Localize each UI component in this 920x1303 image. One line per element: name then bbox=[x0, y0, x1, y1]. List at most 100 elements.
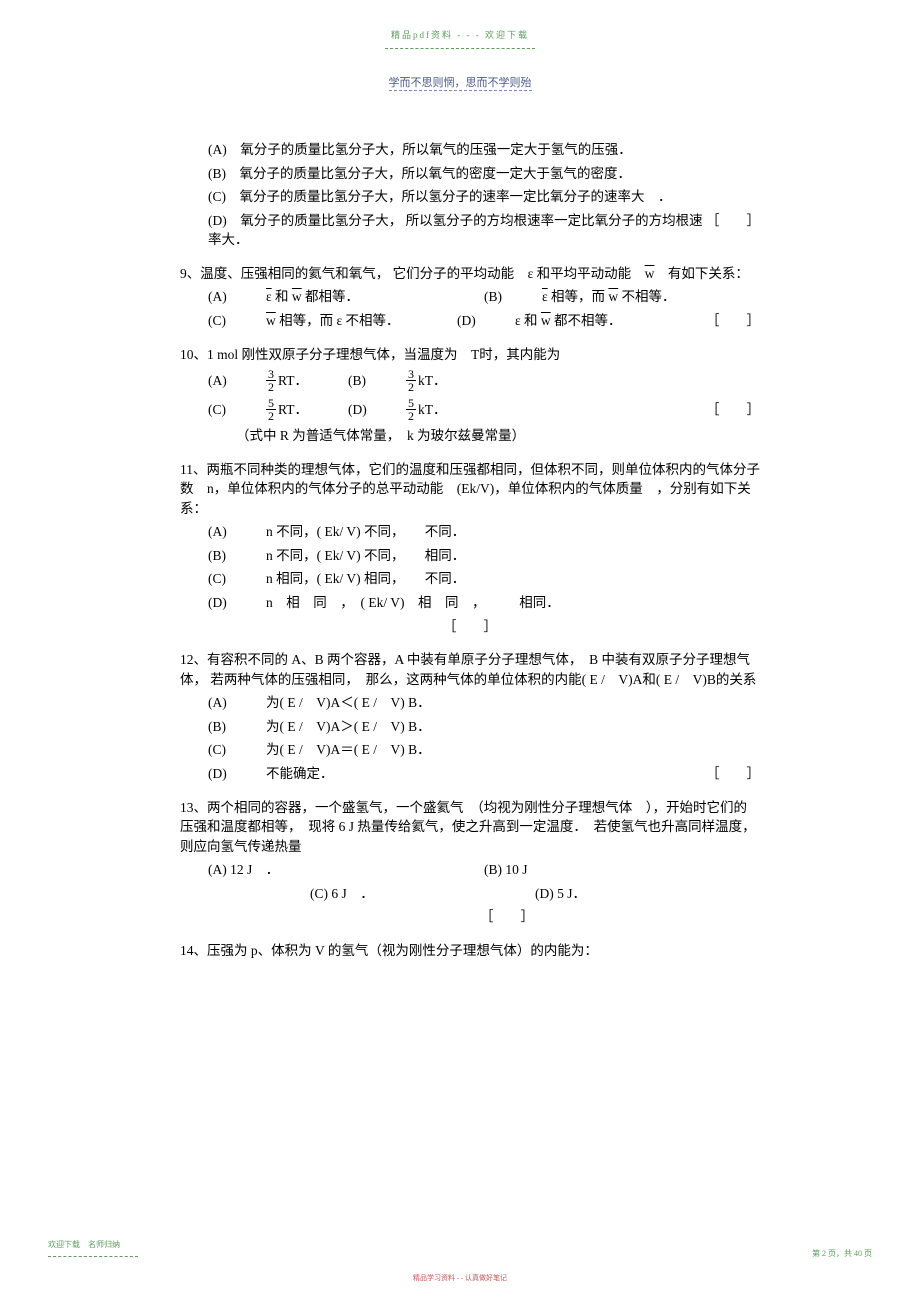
q9-row1: (A) ε 和 w 都相等． (B) ε 相等，而 w 不相等． bbox=[180, 287, 760, 307]
q12-a: (A)为( E / V)A＜( E / V) B． bbox=[180, 693, 760, 713]
kt: kT． bbox=[418, 371, 447, 391]
labB: (B) bbox=[348, 371, 406, 391]
br: ］ bbox=[747, 313, 761, 328]
q9-stem-1: 9、温度、压强相同的氦气和氧气， 它们分子的平均动能 ε 和平均平动动能 bbox=[180, 266, 645, 281]
bl: ［ bbox=[443, 619, 457, 634]
footer-left-text: 欢迎下载 名师归纳 bbox=[48, 1240, 120, 1249]
t: w bbox=[266, 313, 276, 328]
banner-text: 精品pdf资料 - - - 欢迎下载 bbox=[391, 30, 529, 40]
q9-row2: (C) w 相等，而 ε 不相等． (D) ε 和 w 都不相等． ［ ］ bbox=[180, 311, 760, 331]
q13-c: (C) 6 J ． bbox=[310, 884, 535, 904]
labD: (D) bbox=[348, 400, 406, 420]
lab: (B) bbox=[208, 546, 266, 566]
q13-b: (B) 10 J bbox=[484, 860, 760, 880]
question-12: 12、有容积不同的 A、B 两个容器，A 中装有单原子分子理想气体， B 中装有… bbox=[180, 650, 760, 783]
opt-a: (A) 氧分子的质量比氢分子大，所以氧气的压强一定大于氢气的压强． bbox=[180, 140, 760, 160]
question-10: 10、1 mol 刚性双原子分子理想气体，当温度为 T时，其内能为 (A) 32… bbox=[180, 345, 760, 446]
wbar: w bbox=[645, 266, 655, 281]
t: 不相等． bbox=[618, 289, 675, 304]
bl: ［ bbox=[706, 766, 720, 781]
q13-stem: 13、两个相同的容器，一个盛氢气，一个盛氦气 （均视为刚性分子理想气体 ），开始… bbox=[180, 798, 760, 857]
opt-a-text: 氧分子的质量比氢分子大，所以氧气的压强一定大于氢气的压强． bbox=[240, 142, 632, 157]
opt-c-text: 氧分子的质量比氢分子大，所以氢分子的速率一定比氧分子的速率大 ． bbox=[240, 189, 672, 204]
frac-5-2b: 52 bbox=[406, 397, 416, 422]
q10-stem: 10、1 mol 刚性双原子分子理想气体，当温度为 T时，其内能为 bbox=[180, 345, 760, 365]
opt-b-text: 氧分子的质量比氢分子大，所以氧气的密度一定大于氢气的密度． bbox=[240, 166, 632, 181]
txt: n 相同，( Ek/ V) 相同， 不同． bbox=[266, 569, 465, 589]
q11-d: (D)n 相 同 ， ( Ek/ V) 相 同 ， 相同． bbox=[180, 593, 760, 613]
opt-c: (C) 氧分子的质量比氢分子大，所以氢分子的速率一定比氧分子的速率大 ． bbox=[180, 187, 760, 207]
q11-bracket: ［ ］ bbox=[180, 617, 760, 637]
q9-labC: (C) bbox=[208, 311, 266, 331]
t: 都不相等． bbox=[551, 313, 622, 328]
q12-stem: 12、有容积不同的 A、B 两个容器，A 中装有单原子分子理想气体， B 中装有… bbox=[180, 650, 760, 689]
q9-c: w 相等，而 ε 不相等． bbox=[266, 311, 457, 331]
txt: 为( E / V)A＝( E / V) B． bbox=[266, 740, 431, 760]
q9-d: ε 和 w 都不相等． bbox=[515, 311, 706, 331]
q10-row1: (A) 32 RT． (B) 32 kT． bbox=[180, 368, 760, 393]
q9-stem: 9、温度、压强相同的氦气和氧气， 它们分子的平均动能 ε 和平均平动动能 w 有… bbox=[180, 264, 760, 284]
q13-bracket: ［ ］ bbox=[180, 907, 760, 927]
bl: ［ bbox=[706, 213, 720, 228]
q12-d-inner: (D)不能确定． bbox=[208, 764, 334, 784]
top-banner: 精品pdf资料 - - - 欢迎下载 bbox=[0, 28, 920, 51]
footer-right: 第 2 页，共 40 页 bbox=[812, 1248, 872, 1259]
t: 和 bbox=[272, 289, 292, 304]
txt: n 不同，( Ek/ V) 不同， 相同． bbox=[266, 546, 465, 566]
frac-3-2b: 32 bbox=[406, 368, 416, 393]
q9-labD: (D) bbox=[457, 311, 515, 331]
question-14: 14、压强为 p、体积为 V 的氢气（视为刚性分子理想气体）的内能为： bbox=[180, 941, 760, 961]
question-13: 13、两个相同的容器，一个盛氢气，一个盛氦气 （均视为刚性分子理想气体 ），开始… bbox=[180, 798, 760, 927]
t: ε 和 bbox=[515, 313, 541, 328]
frac-3-2: 32 bbox=[266, 368, 276, 393]
kt: kT． bbox=[418, 400, 447, 420]
t: 相等，而 bbox=[548, 289, 609, 304]
labA: (A) bbox=[208, 371, 266, 391]
q11-b: (B)n 不同，( Ek/ V) 不同， 相同． bbox=[180, 546, 760, 566]
banner-underline bbox=[385, 48, 535, 49]
q9-a: ε 和 w 都相等． bbox=[266, 287, 484, 307]
answer-bracket: ［ ］ bbox=[706, 211, 760, 231]
question-11: 11、两瓶不同种类的理想气体，它们的温度和压强都相同，但体积不同，则单位体积内的… bbox=[180, 460, 760, 637]
subtitle: 学而不思则惘，思而不学则殆 bbox=[0, 74, 920, 90]
lab: (B) bbox=[208, 717, 266, 737]
q9-b: ε 相等，而 w 不相等． bbox=[542, 287, 760, 307]
q10-row2: (C) 52 RT． (D) 52 kT． ［ ］ bbox=[180, 397, 760, 422]
br: ］ bbox=[484, 619, 498, 634]
txt: 为( E / V)A＞( E / V) B． bbox=[266, 717, 431, 737]
q13-row1: (A) 12 J ． (B) 10 J bbox=[180, 860, 760, 880]
txt: n 不同，( Ek/ V) 不同， 不同． bbox=[266, 522, 465, 542]
txt: n 相 同 ， ( Ek/ V) 相 同 ， 相同． bbox=[266, 593, 560, 613]
txt: 不能确定． bbox=[266, 766, 334, 781]
q9-labA: (A) bbox=[208, 287, 266, 307]
den: 2 bbox=[266, 410, 276, 422]
q14-stem: 14、压强为 p、体积为 V 的氢气（视为刚性分子理想气体）的内能为： bbox=[180, 941, 760, 961]
txt: 为( E / V)A＜( E / V) B． bbox=[266, 693, 431, 713]
q13-a: (A) 12 J ． bbox=[208, 860, 484, 880]
lab: (D) bbox=[208, 764, 266, 784]
question-8: (A) 氧分子的质量比氢分子大，所以氧气的压强一定大于氢气的压强． (B) 氧分… bbox=[180, 140, 760, 250]
q13-row2: (C) 6 J ． (D) 5 J． bbox=[180, 884, 760, 904]
page-content: (A) 氧分子的质量比氢分子大，所以氧气的压强一定大于氢气的压强． (B) 氧分… bbox=[180, 140, 760, 974]
bl: ［ bbox=[480, 909, 494, 924]
lab: (A) bbox=[208, 693, 266, 713]
labC: (C) bbox=[208, 400, 266, 420]
t: w bbox=[608, 289, 618, 304]
t: w bbox=[541, 313, 551, 328]
answer-bracket: ［ ］ bbox=[706, 400, 760, 420]
den: 2 bbox=[266, 381, 276, 393]
den: 2 bbox=[406, 410, 416, 422]
subtitle-text: 学而不思则惘，思而不学则殆 bbox=[389, 77, 532, 91]
q10-note: （式中 R 为普适气体常量， k 为玻尔兹曼常量） bbox=[180, 426, 760, 446]
footer-left: 欢迎下载 名师归纳 bbox=[48, 1239, 138, 1259]
den: 2 bbox=[406, 381, 416, 393]
q12-d: (D)不能确定． ［ ］ bbox=[180, 764, 760, 784]
opt-d: (D) 氧分子的质量比氢分子大， 所以氢分子的方均根速率一定比氧分子的方均根速率… bbox=[180, 211, 706, 250]
opt-d-text: 氧分子的质量比氢分子大， 所以氢分子的方均根速率一定比氧分子的方均根速率大． bbox=[208, 213, 703, 248]
q12-b: (B)为( E / V)A＞( E / V) B． bbox=[180, 717, 760, 737]
frac-5-2: 52 bbox=[266, 397, 276, 422]
q9-labB: (B) bbox=[484, 287, 542, 307]
answer-bracket: ［ ］ bbox=[706, 764, 760, 784]
opt-b: (B) 氧分子的质量比氢分子大，所以氧气的密度一定大于氢气的密度． bbox=[180, 164, 760, 184]
opt-d-row: (D) 氧分子的质量比氢分子大， 所以氢分子的方均根速率一定比氧分子的方均根速率… bbox=[180, 211, 760, 250]
